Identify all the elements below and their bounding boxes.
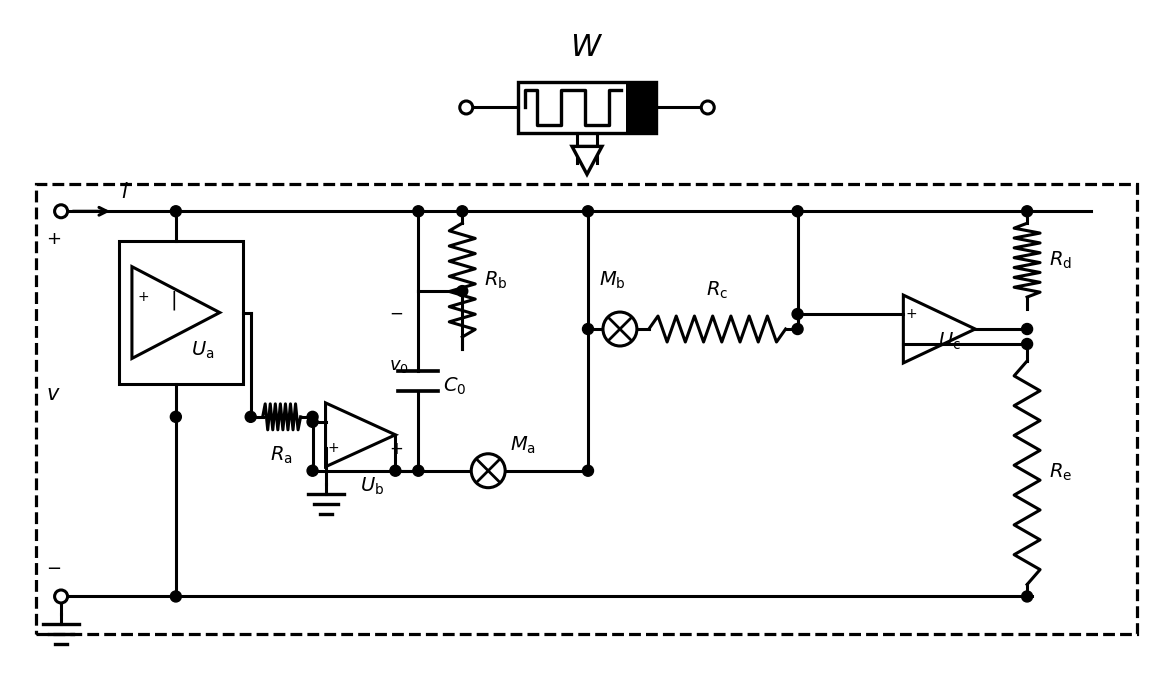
Text: $M_{\mathrm{b}}$: $M_{\mathrm{b}}$ xyxy=(598,270,625,291)
Text: $U_{\mathrm{c}}$: $U_{\mathrm{c}}$ xyxy=(938,331,961,352)
Circle shape xyxy=(1021,339,1033,350)
Text: $-$: $-$ xyxy=(905,337,918,351)
Text: $U_{\mathrm{a}}$: $U_{\mathrm{a}}$ xyxy=(192,340,215,361)
Circle shape xyxy=(583,465,593,476)
Bar xyxy=(626,81,656,133)
Text: $R_{\mathrm{a}}$: $R_{\mathrm{a}}$ xyxy=(270,445,293,466)
Circle shape xyxy=(792,308,803,320)
Text: $U_{\mathrm{b}}$: $U_{\mathrm{b}}$ xyxy=(361,476,384,497)
Circle shape xyxy=(1021,323,1033,335)
Bar xyxy=(119,241,243,384)
Text: $-$: $-$ xyxy=(389,304,403,322)
Circle shape xyxy=(54,590,68,603)
Circle shape xyxy=(412,465,424,476)
Text: $|$: $|$ xyxy=(169,289,176,312)
Circle shape xyxy=(170,591,181,602)
Circle shape xyxy=(471,454,505,488)
Circle shape xyxy=(307,416,318,427)
Polygon shape xyxy=(572,147,602,175)
Circle shape xyxy=(1021,591,1033,602)
Circle shape xyxy=(246,411,256,422)
Circle shape xyxy=(1021,206,1033,217)
Circle shape xyxy=(457,206,468,217)
Text: $v$: $v$ xyxy=(46,384,60,404)
Bar xyxy=(584,147,591,164)
Bar xyxy=(518,81,656,133)
Circle shape xyxy=(390,465,401,476)
Text: $+$: $+$ xyxy=(136,289,149,304)
Text: $W$: $W$ xyxy=(570,33,604,62)
Text: $M_{\mathrm{a}}$: $M_{\mathrm{a}}$ xyxy=(510,435,536,456)
Circle shape xyxy=(701,101,714,114)
Text: $-$: $-$ xyxy=(46,557,61,576)
Circle shape xyxy=(54,205,68,218)
Circle shape xyxy=(603,312,637,346)
Text: $v_{0}$: $v_{0}$ xyxy=(389,357,409,375)
Circle shape xyxy=(792,206,803,217)
Text: $+$: $+$ xyxy=(389,440,403,458)
Circle shape xyxy=(459,101,472,114)
Text: $C_{0}$: $C_{0}$ xyxy=(443,375,466,397)
Text: $R_{\mathrm{d}}$: $R_{\mathrm{d}}$ xyxy=(1049,249,1072,271)
Text: $+$: $+$ xyxy=(905,307,918,321)
Text: $R_{\mathrm{c}}$: $R_{\mathrm{c}}$ xyxy=(706,280,728,301)
Circle shape xyxy=(457,286,468,297)
Text: $R_{\mathrm{e}}$: $R_{\mathrm{e}}$ xyxy=(1049,462,1073,483)
Text: $+$: $+$ xyxy=(46,230,61,249)
Circle shape xyxy=(583,206,593,217)
Circle shape xyxy=(307,411,318,422)
Circle shape xyxy=(792,323,803,335)
Circle shape xyxy=(307,465,318,476)
Circle shape xyxy=(583,323,593,335)
Circle shape xyxy=(412,206,424,217)
Text: $+$: $+$ xyxy=(328,441,340,455)
Circle shape xyxy=(170,411,181,422)
Circle shape xyxy=(170,206,181,217)
Text: $R_{\mathrm{b}}$: $R_{\mathrm{b}}$ xyxy=(484,270,508,291)
Text: $i$: $i$ xyxy=(121,182,128,202)
Bar xyxy=(36,184,1137,634)
